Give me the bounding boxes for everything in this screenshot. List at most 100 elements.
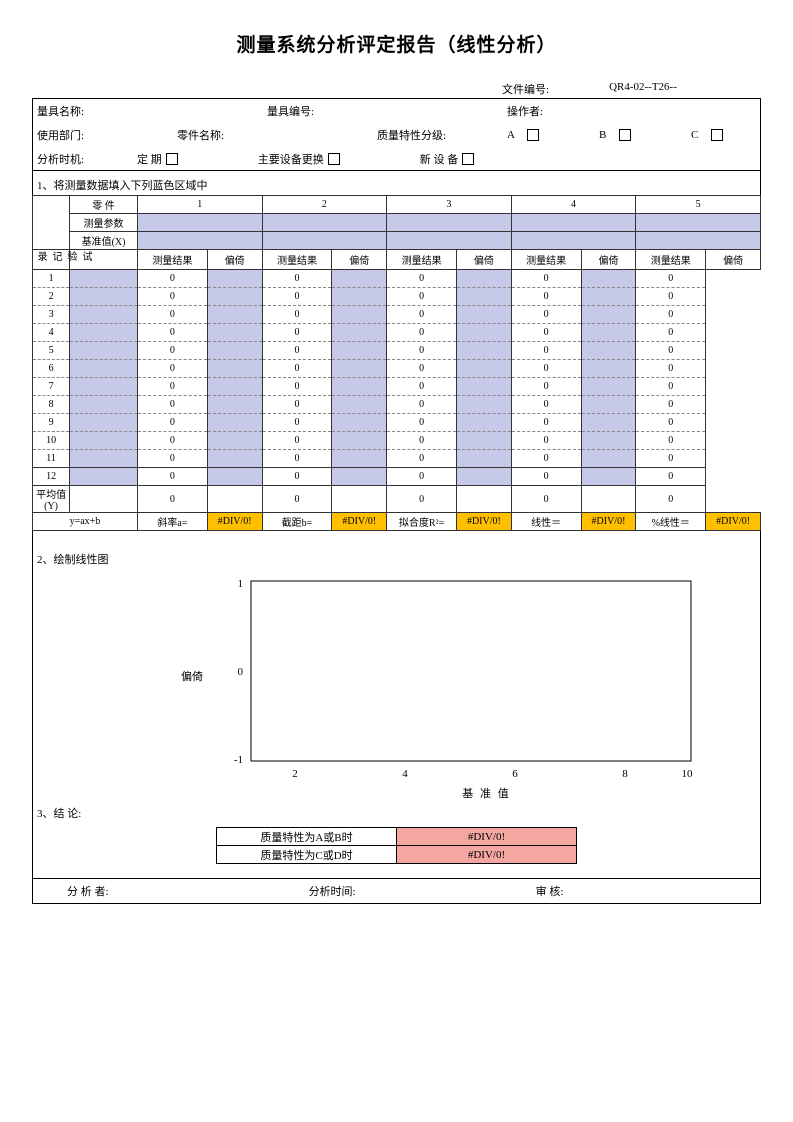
result-cell[interactable] bbox=[332, 450, 387, 468]
ref-cell[interactable] bbox=[387, 232, 512, 250]
result-cell[interactable] bbox=[581, 432, 636, 450]
result-cell[interactable] bbox=[332, 360, 387, 378]
result-cell[interactable] bbox=[70, 270, 138, 288]
ref-cell[interactable] bbox=[137, 232, 262, 250]
bias-cell: 0 bbox=[387, 450, 457, 468]
result-cell[interactable] bbox=[332, 396, 387, 414]
result-cell[interactable] bbox=[581, 414, 636, 432]
result-cell[interactable] bbox=[70, 324, 138, 342]
ytick: -1 bbox=[234, 754, 243, 766]
checkbox-c[interactable] bbox=[711, 129, 723, 141]
result-head: 测量结果 bbox=[387, 250, 457, 270]
result-cell[interactable] bbox=[457, 432, 512, 450]
result-cell[interactable] bbox=[332, 288, 387, 306]
checkbox-a[interactable] bbox=[527, 129, 539, 141]
result-cell[interactable] bbox=[207, 468, 262, 486]
docnum-value: QR4-02--T26-- bbox=[609, 81, 677, 97]
result-cell[interactable] bbox=[70, 306, 138, 324]
result-cell[interactable] bbox=[457, 396, 512, 414]
result-cell[interactable] bbox=[70, 288, 138, 306]
result-cell[interactable] bbox=[581, 324, 636, 342]
result-cell[interactable] bbox=[70, 414, 138, 432]
result-cell[interactable] bbox=[207, 324, 262, 342]
result-cell[interactable] bbox=[332, 270, 387, 288]
param-label: 测量参数 bbox=[70, 214, 138, 232]
result-cell[interactable] bbox=[457, 360, 512, 378]
bias-cell: 0 bbox=[262, 414, 332, 432]
param-cell[interactable] bbox=[137, 214, 262, 232]
result-cell[interactable] bbox=[332, 468, 387, 486]
result-cell[interactable] bbox=[332, 324, 387, 342]
result-cell[interactable] bbox=[457, 324, 512, 342]
docnum-label: 文件编号: bbox=[502, 81, 549, 97]
result-cell[interactable] bbox=[207, 270, 262, 288]
chart-section: 2、绘制线性图 偏倚 1 0 -1 2 4 6 8 10 bbox=[32, 531, 761, 803]
param-cell[interactable] bbox=[511, 214, 636, 232]
result-cell[interactable] bbox=[581, 342, 636, 360]
bias-cell: 0 bbox=[636, 432, 706, 450]
result-cell[interactable] bbox=[457, 378, 512, 396]
table-row: 400000 bbox=[33, 324, 761, 342]
result-cell[interactable] bbox=[332, 432, 387, 450]
ref-cell[interactable] bbox=[511, 232, 636, 250]
result-cell[interactable] bbox=[581, 306, 636, 324]
bias-head: 偏倚 bbox=[207, 250, 262, 270]
result-cell[interactable] bbox=[581, 360, 636, 378]
ref-cell[interactable] bbox=[636, 232, 761, 250]
result-cell[interactable] bbox=[457, 468, 512, 486]
part-col: 4 bbox=[511, 196, 636, 214]
result-cell[interactable] bbox=[207, 342, 262, 360]
param-cell[interactable] bbox=[636, 214, 761, 232]
bias-cell: 0 bbox=[137, 270, 207, 288]
bias-head: 偏倚 bbox=[706, 250, 761, 270]
result-cell[interactable] bbox=[70, 450, 138, 468]
result-cell[interactable] bbox=[207, 378, 262, 396]
checkbox-b[interactable] bbox=[619, 129, 631, 141]
result-cell[interactable] bbox=[581, 396, 636, 414]
result-cell[interactable] bbox=[457, 450, 512, 468]
section3-label: 3、结 论: bbox=[37, 805, 756, 821]
bias-cell: 0 bbox=[137, 450, 207, 468]
result-cell[interactable] bbox=[457, 306, 512, 324]
param-cell[interactable] bbox=[387, 214, 512, 232]
result-cell[interactable] bbox=[457, 288, 512, 306]
result-cell[interactable] bbox=[581, 468, 636, 486]
result-cell[interactable] bbox=[207, 360, 262, 378]
result-cell[interactable] bbox=[207, 306, 262, 324]
result-cell[interactable] bbox=[207, 432, 262, 450]
result-cell[interactable] bbox=[70, 378, 138, 396]
avg-bias: 0 bbox=[387, 486, 457, 513]
param-cell[interactable] bbox=[262, 214, 387, 232]
result-cell[interactable] bbox=[457, 342, 512, 360]
bias-cell: 0 bbox=[262, 396, 332, 414]
result-cell[interactable] bbox=[581, 270, 636, 288]
result-cell[interactable] bbox=[70, 468, 138, 486]
result-cell[interactable] bbox=[207, 414, 262, 432]
result-cell[interactable] bbox=[457, 414, 512, 432]
result-cell[interactable] bbox=[457, 270, 512, 288]
bias-cell: 0 bbox=[511, 450, 581, 468]
ref-cell[interactable] bbox=[262, 232, 387, 250]
ytick: 1 bbox=[238, 578, 244, 590]
result-cell[interactable] bbox=[207, 288, 262, 306]
result-cell[interactable] bbox=[332, 306, 387, 324]
checkbox-equip-change[interactable] bbox=[328, 153, 340, 165]
result-cell[interactable] bbox=[581, 450, 636, 468]
result-cell[interactable] bbox=[332, 378, 387, 396]
result-cell[interactable] bbox=[70, 396, 138, 414]
result-cell[interactable] bbox=[581, 378, 636, 396]
checkbox-periodic[interactable] bbox=[166, 153, 178, 165]
result-cell[interactable] bbox=[70, 342, 138, 360]
result-cell[interactable] bbox=[332, 414, 387, 432]
bias-cell: 0 bbox=[511, 468, 581, 486]
row-index: 9 bbox=[33, 414, 70, 432]
equip-change-label: 主要设备更换 bbox=[258, 151, 324, 167]
result-cell[interactable] bbox=[70, 360, 138, 378]
result-cell[interactable] bbox=[207, 396, 262, 414]
result-cell[interactable] bbox=[70, 432, 138, 450]
result-cell[interactable] bbox=[332, 342, 387, 360]
result-cell[interactable] bbox=[207, 450, 262, 468]
pctlin-label: %线性＝ bbox=[636, 513, 706, 531]
result-cell[interactable] bbox=[581, 288, 636, 306]
checkbox-new-equip[interactable] bbox=[462, 153, 474, 165]
